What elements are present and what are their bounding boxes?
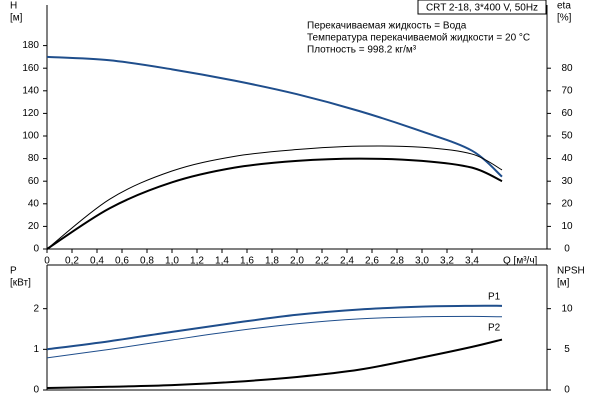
x-tick-label: 0,4 [90,256,104,267]
x-tick-label: 3,4 [465,256,479,267]
x-tick-label: 1,4 [215,256,229,267]
y-tick-label: 20 [28,221,40,232]
series-label: P1 [488,291,501,302]
y-tick-label: 100 [22,131,39,142]
y2-tick-label: 10 [561,221,573,232]
x-tick-label: 3,2 [440,256,454,267]
annotation: Плотность = 998.2 кг/м³ [307,45,417,56]
y2-label: [%] [557,13,572,24]
y2-label: eta [557,1,571,12]
y2-tick-label: 60 [561,108,573,119]
curve [46,55,503,178]
y-tick-label: 2 [33,303,39,314]
y2-tick-label: 5 [564,344,570,355]
y-label: [кВт] [10,278,31,289]
y2-tick-label: 10 [561,303,573,314]
y-tick-label: 1 [33,344,39,355]
y2-tick-label: 0 [564,244,570,255]
y-label: H [10,1,17,12]
x-label: Q [м³/ч] [503,256,538,267]
y2-tick-label: 40 [561,153,573,164]
y2-label: NPSH [557,266,585,277]
x-tick-label: 3,0 [415,256,429,267]
title-box [417,0,547,15]
x-tick-label: 0,8 [140,256,154,267]
x-tick-label: 0,2 [65,256,79,267]
y-tick-label: 80 [28,153,40,164]
y2-tick-label: 0 [564,385,570,396]
series-label: P2 [488,322,501,333]
y-tick-label: 40 [28,198,40,209]
annotation: Перекачиваемая жидкость = Вода [307,21,467,32]
y2-tick-label: 30 [561,176,573,187]
x-tick-label: 0 [44,256,50,267]
y-label: [м] [10,13,23,24]
x-tick-label: 1,0 [165,256,179,267]
y-tick-label: 0 [33,385,39,396]
x-tick-label: 1,2 [190,256,204,267]
curve [46,145,503,250]
x-tick-label: 1,6 [240,256,254,267]
y-tick-label: 60 [28,176,40,187]
chart-title: CRT 2-18, 3*400 V, 50Hz [426,3,538,14]
y-tick-label: 160 [22,63,39,74]
curve [46,157,503,250]
x-tick-label: 2,4 [340,256,354,267]
y-tick-label: 120 [22,108,39,119]
annotation: Температура перекачиваемой жидкости = 20… [307,33,530,44]
y-tick-label: 0 [33,244,39,255]
y-tick-label: 180 [22,40,39,51]
y2-tick-label: 20 [561,198,573,209]
x-tick-label: 2,2 [315,256,329,267]
y-label: P [10,266,17,277]
y2-tick-label: 80 [561,63,573,74]
y2-tick-label: 70 [561,85,573,96]
curve [46,304,503,351]
x-tick-label: 2,8 [390,256,404,267]
x-tick-label: 2,0 [290,256,304,267]
x-tick-label: 1,8 [265,256,279,267]
y-tick-label: 140 [22,85,39,96]
curve [46,315,503,359]
x-tick-label: 0,6 [115,256,129,267]
curve [46,338,503,389]
y2-label: [м] [557,278,570,289]
x-tick-label: 2,6 [365,256,379,267]
y2-tick-label: 50 [561,131,573,142]
